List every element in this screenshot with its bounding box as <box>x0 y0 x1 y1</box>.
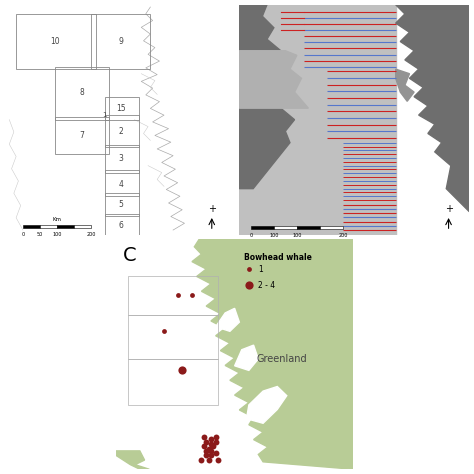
Point <box>179 366 186 374</box>
Bar <box>74 225 91 228</box>
Text: 100: 100 <box>269 233 279 238</box>
Polygon shape <box>199 432 220 451</box>
Text: +: + <box>445 204 453 214</box>
Text: Km: Km <box>53 218 62 222</box>
Point <box>207 447 215 455</box>
Text: 0: 0 <box>249 233 253 238</box>
Text: 100: 100 <box>292 233 301 238</box>
Bar <box>320 226 343 229</box>
Text: 15: 15 <box>116 104 126 113</box>
Text: 7: 7 <box>80 131 84 140</box>
Bar <box>128 315 218 359</box>
Polygon shape <box>239 5 294 189</box>
Bar <box>91 14 150 69</box>
Text: Greenland: Greenland <box>257 354 307 364</box>
Text: Bowhead whale: Bowhead whale <box>244 253 312 262</box>
Bar <box>297 226 320 229</box>
Point <box>210 443 217 450</box>
Point <box>205 456 212 464</box>
Point <box>205 445 212 452</box>
Bar <box>105 97 139 120</box>
Point <box>212 449 219 457</box>
Bar <box>128 359 218 405</box>
Bar <box>105 193 139 216</box>
Text: 50: 50 <box>37 232 43 237</box>
Text: C: C <box>123 246 137 265</box>
Text: 100: 100 <box>53 232 62 237</box>
Bar <box>105 170 139 196</box>
Point <box>245 265 253 273</box>
Point <box>207 436 215 443</box>
Text: 9: 9 <box>118 37 123 46</box>
Point <box>202 447 210 455</box>
Text: 6: 6 <box>118 221 123 230</box>
Bar <box>274 226 297 229</box>
Text: 10: 10 <box>50 37 60 46</box>
Bar <box>40 225 57 228</box>
Text: 4: 4 <box>118 180 123 189</box>
Point <box>202 438 210 446</box>
Text: 5: 5 <box>118 200 123 209</box>
Bar <box>55 67 109 120</box>
Point <box>207 452 215 459</box>
Point <box>212 438 219 446</box>
Polygon shape <box>116 451 149 469</box>
Point <box>214 456 222 464</box>
Text: 1: 1 <box>258 265 263 274</box>
Point <box>245 282 253 289</box>
Bar <box>55 118 109 154</box>
Polygon shape <box>239 51 308 108</box>
Bar <box>105 214 139 235</box>
Text: 200: 200 <box>338 233 347 238</box>
Text: 3: 3 <box>118 154 123 163</box>
Bar <box>23 225 40 228</box>
Text: 1: 1 <box>102 112 107 118</box>
Polygon shape <box>396 69 414 101</box>
Polygon shape <box>216 309 239 331</box>
Point <box>200 443 208 450</box>
Bar <box>251 226 274 229</box>
Text: 2: 2 <box>118 127 123 136</box>
Point <box>174 291 182 298</box>
Point <box>200 433 208 441</box>
Bar <box>16 14 96 69</box>
Polygon shape <box>192 239 353 469</box>
Text: 200: 200 <box>87 232 96 237</box>
Point <box>212 433 219 441</box>
Polygon shape <box>396 5 469 212</box>
Text: +: + <box>208 204 216 214</box>
Point <box>202 452 210 459</box>
Text: 2 - 4: 2 - 4 <box>258 281 275 290</box>
Polygon shape <box>239 5 396 235</box>
Text: 0: 0 <box>21 232 25 237</box>
Bar <box>105 145 139 173</box>
Bar <box>57 225 74 228</box>
Point <box>188 291 196 298</box>
Bar <box>128 276 218 315</box>
Text: 8: 8 <box>80 88 84 97</box>
Polygon shape <box>246 386 287 423</box>
Bar <box>105 115 139 147</box>
Polygon shape <box>235 345 258 370</box>
Point <box>198 456 205 464</box>
Point <box>207 440 215 448</box>
Point <box>160 328 167 335</box>
